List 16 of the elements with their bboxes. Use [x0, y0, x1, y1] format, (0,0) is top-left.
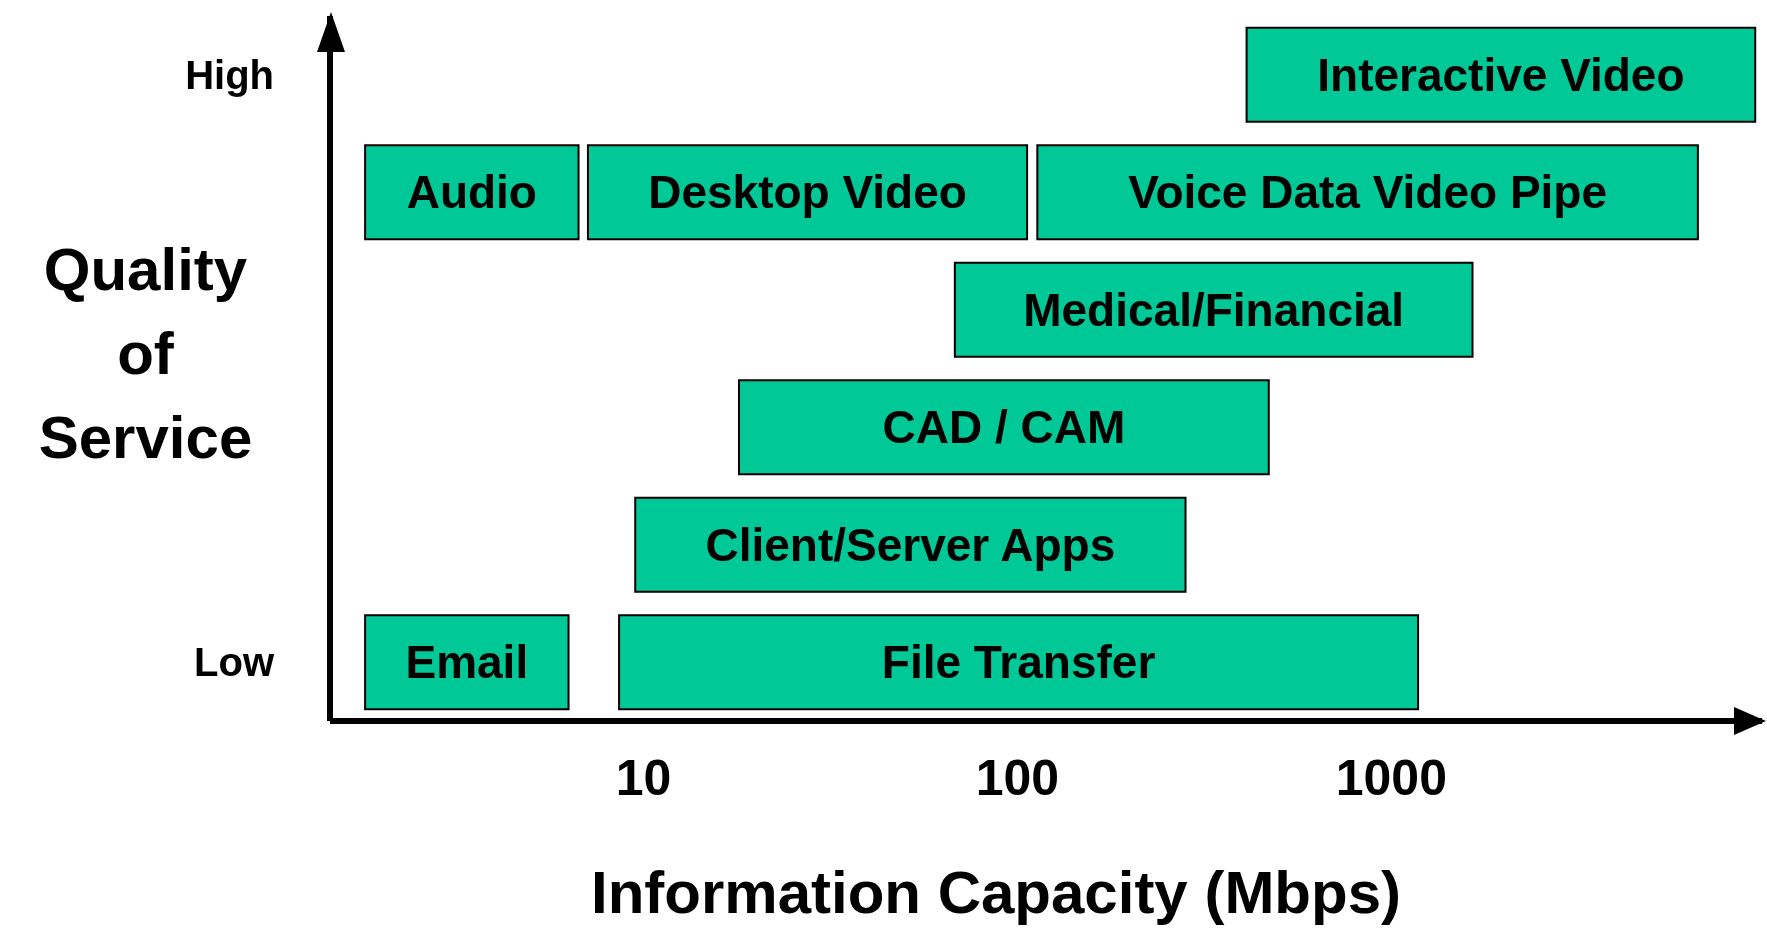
series-label: Voice Data Video Pipe	[1128, 166, 1608, 219]
series-label: Medical/Financial	[1023, 283, 1405, 336]
y-tick-label: High	[185, 52, 274, 97]
y-axis-title: Quality of Service	[37, 235, 254, 473]
series-label: Interactive Video	[1317, 48, 1685, 101]
series-label: File Transfer	[881, 636, 1156, 689]
series-label: Client/Server Apps	[705, 518, 1116, 571]
series-label: Desktop Video	[648, 166, 967, 219]
x-axis-title: Information Capacity (Mbps)	[590, 858, 1402, 927]
series-label: Email	[405, 636, 529, 689]
y-tick-label: Low	[194, 640, 275, 685]
x-tick-label: 1000	[1335, 749, 1447, 806]
series-label: Audio	[406, 166, 537, 219]
x-tick-label: 10	[615, 749, 672, 806]
series-label: CAD / CAM	[882, 401, 1126, 454]
x-tick-label: 100	[975, 749, 1060, 806]
